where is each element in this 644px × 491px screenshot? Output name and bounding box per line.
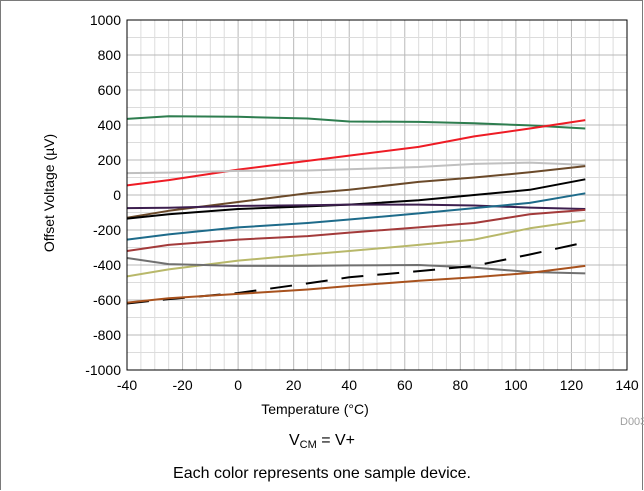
plot-border (126, 19, 628, 371)
series-lines (126, 115, 586, 305)
series-line-12 (126, 264, 586, 304)
x-tick-label: 20 (286, 377, 302, 393)
grid (126, 19, 628, 371)
series-line-2 (126, 119, 586, 187)
y-tick-label: -400 (93, 257, 121, 273)
y-tick-label: -800 (93, 327, 121, 343)
figure-id: D003 (620, 416, 644, 428)
x-tick-label: -20 (172, 377, 192, 393)
x-tick-label: 0 (234, 377, 242, 393)
series-line-1 (126, 115, 586, 130)
series-line-6 (126, 203, 586, 210)
y-axis-label: Offset Voltage (µV) (41, 134, 57, 252)
y-tick-label: 200 (98, 152, 122, 168)
series-line-3 (126, 161, 586, 175)
vcm-condition: VCM = V+ (0, 432, 644, 451)
vcm-subscript: CM (299, 439, 317, 451)
x-tick-labels: -40 -20 0 20 40 60 80 100 120 140 (117, 377, 639, 393)
vcm-prefix: V (288, 432, 300, 449)
y-tick-label: 0 (113, 187, 121, 203)
y-tick-labels: 1000 800 600 400 200 0 -200 -400 -600 -800 -1000 (85, 12, 121, 378)
y-tick-label: 800 (98, 47, 122, 63)
sample-note: Each color represents one sample device. (173, 465, 471, 482)
y-tick-label: -1000 (85, 362, 121, 378)
y-tick-label: 400 (98, 117, 122, 133)
x-tick-label: -40 (117, 377, 137, 393)
series-line-8 (126, 208, 586, 252)
x-tick-label: 100 (504, 377, 528, 393)
series-line-7 (126, 192, 586, 241)
x-axis-label: Temperature (°C) (261, 401, 369, 417)
series-line-10 (126, 257, 586, 275)
x-tick-label: 80 (453, 377, 469, 393)
y-tick-label: -600 (93, 292, 121, 308)
x-tick-label: 40 (341, 377, 357, 393)
x-tick-label: 120 (560, 377, 584, 393)
x-tick-label: 60 (397, 377, 413, 393)
series-line-9 (126, 219, 586, 278)
y-tick-label: -200 (93, 222, 121, 238)
x-tick-label: 140 (615, 377, 639, 393)
y-tick-label: 600 (98, 82, 122, 98)
vcm-suffix: = V+ (316, 432, 356, 449)
series-line-11 (126, 241, 586, 305)
y-tick-label: 1000 (90, 12, 121, 28)
